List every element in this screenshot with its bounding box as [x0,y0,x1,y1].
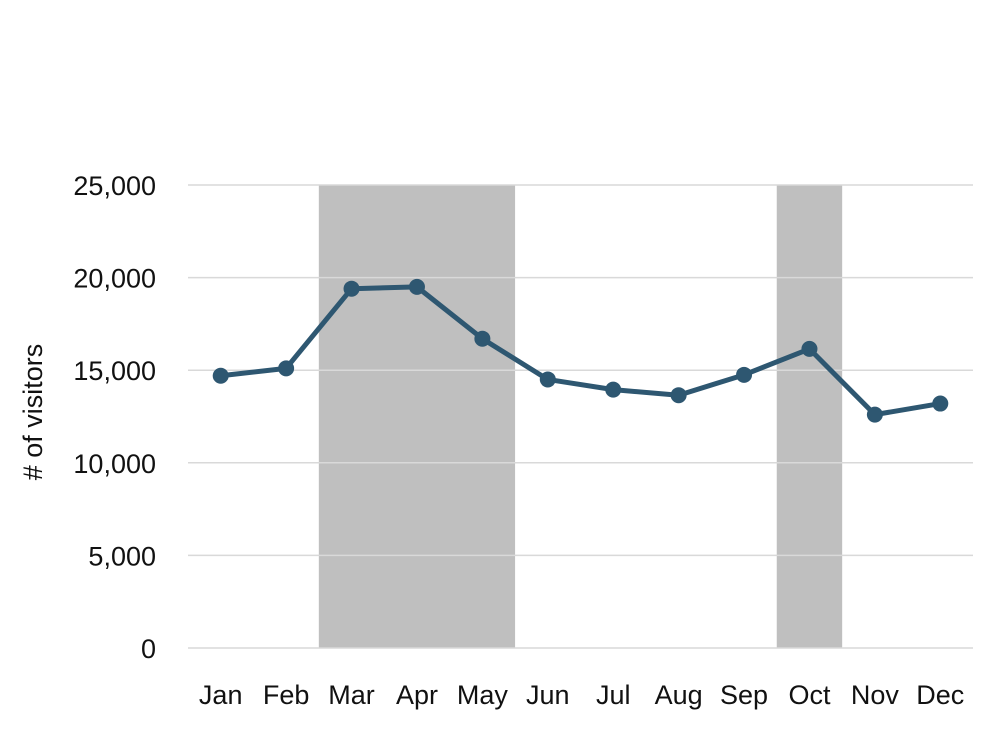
series-line [218,284,943,418]
y-tick-label: 25,000 [73,171,156,201]
x-tick-label: Jun [526,680,570,710]
data-point [801,340,818,357]
y-tick-label: 20,000 [73,264,156,294]
y-tick-label: 15,000 [73,356,156,386]
x-tick-label: Apr [396,680,438,710]
highlight-band-2 [776,185,843,648]
data-point [539,371,556,388]
grid-lines [188,184,973,649]
data-point [474,330,491,347]
x-tick-label: May [457,680,509,710]
x-tick-label: Dec [916,680,964,710]
y-tick-label: 5,000 [88,541,156,571]
data-point [736,366,753,383]
highlight-bands [318,185,843,648]
x-tick-label: Sep [720,680,768,710]
data-point [408,278,425,295]
data-point [212,367,229,384]
y-axis-title: # of visitors [18,344,48,481]
y-tick-labels: 0 5,000 10,000 15,000 20,000 25,000 [73,171,156,664]
y-tick-label: 10,000 [73,449,156,479]
series-group [212,278,949,423]
x-tick-label: Jul [596,680,631,710]
data-point [932,395,949,412]
data-point [866,406,883,423]
x-tick-label: Aug [655,680,703,710]
y-tick-label: 0 [141,634,156,664]
x-tick-label: Oct [788,680,831,710]
x-tick-label: Mar [328,680,375,710]
x-tick-label: Feb [263,680,310,710]
x-tick-labels: Jan Feb Mar Apr May Jun Jul Aug Sep Oct Nov Dec [199,680,964,710]
data-point [670,387,687,404]
x-tick-label: Nov [851,680,900,710]
x-tick-label: Jan [199,680,243,710]
data-point [278,360,295,377]
data-point [343,280,360,297]
data-point [605,381,622,398]
highlight-band-1 [318,185,516,648]
